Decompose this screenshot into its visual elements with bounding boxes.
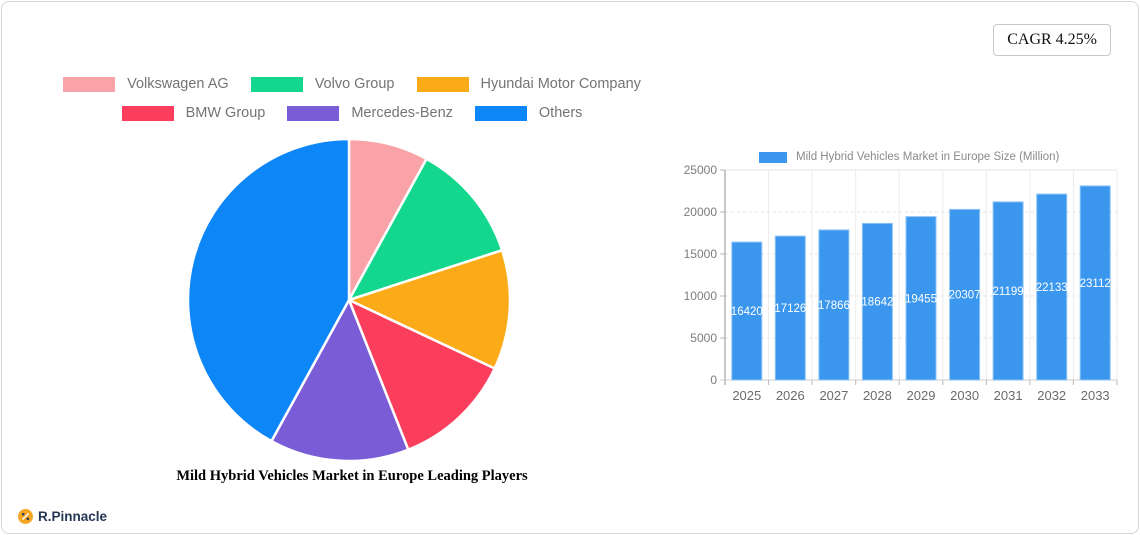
pie-slice-volvo-group xyxy=(347,157,504,302)
bar-value-label-2029: 19455 xyxy=(905,293,937,305)
bar-2026 xyxy=(774,235,806,381)
legend-label-bmw-group: BMW Group xyxy=(185,105,266,121)
xtick-label-2027: 2027 xyxy=(819,388,848,403)
ytick-label-25000: 25000 xyxy=(684,163,718,177)
brand-logo-icon xyxy=(18,509,33,524)
bar-value-label-2026: 17126 xyxy=(774,303,806,315)
pie-chart-title: Mild Hybrid Vehicles Market in Europe Le… xyxy=(176,468,528,484)
bar-2031 xyxy=(992,201,1024,381)
brand-logo: R.Pinnacle xyxy=(18,509,107,524)
bar-legend-swatch xyxy=(759,151,787,163)
ytick-label-15000: 15000 xyxy=(684,247,718,261)
pie-legend-row-1: Volkswagen AG Volvo Group Hyundai Motor … xyxy=(63,76,641,92)
pie-slice-others xyxy=(186,137,351,443)
legend-swatch-volkswagen-ag xyxy=(63,76,116,92)
legend-item-others[interactable]: Others xyxy=(474,105,583,121)
bar-value-label-2025: 16420 xyxy=(731,306,763,318)
pie-chart xyxy=(186,137,512,463)
ytick-label-20000: 20000 xyxy=(684,205,718,219)
legend-swatch-mercedes-benz xyxy=(287,105,340,121)
bar-2027 xyxy=(818,229,850,381)
bar-value-label-2030: 20307 xyxy=(949,290,981,302)
legend-label-mercedes-benz: Mercedes-Benz xyxy=(351,105,453,121)
bar-2033 xyxy=(1079,185,1111,381)
pie-slice-mercedes-benz xyxy=(270,298,410,463)
xtick-label-2031: 2031 xyxy=(994,388,1023,403)
bar-value-label-2031: 21199 xyxy=(993,286,1024,298)
bar-value-label-2027: 17866 xyxy=(818,300,850,312)
legend-label-hyundai-motor-company: Hyundai Motor Company xyxy=(480,76,641,92)
bar-2030 xyxy=(949,208,981,381)
legend-swatch-volvo-group xyxy=(250,76,303,92)
bar-2028 xyxy=(861,222,893,381)
legend-item-bmw-group[interactable]: BMW Group xyxy=(121,105,266,121)
ytick-label-5000: 5000 xyxy=(690,331,717,345)
pie-slice-bmw-group xyxy=(347,298,496,451)
pie-legend-row-2: BMW Group Mercedes-Benz Others xyxy=(121,105,583,121)
bar-value-label-2033: 23112 xyxy=(1080,278,1111,290)
legend-item-volkswagen-ag[interactable]: Volkswagen AG xyxy=(63,76,229,92)
legend-swatch-bmw-group xyxy=(121,105,174,121)
cagr-badge: CAGR 4.25% xyxy=(993,24,1111,56)
bar-2025 xyxy=(731,241,763,381)
xtick-label-2025: 2025 xyxy=(732,388,761,403)
bar-chart-section: 0 5000 10000 15000 20000 25000 16420 2025 17126 2… xyxy=(682,142,1138,422)
legend-item-hyundai-motor-company[interactable]: Hyundai Motor Company xyxy=(416,76,641,92)
legend-swatch-hyundai-motor-company xyxy=(416,76,469,92)
bar-chart: 0 5000 10000 15000 20000 25000 16420 2025 17126 2… xyxy=(684,163,1118,403)
pie-slice-hyundai-motor-company xyxy=(347,249,512,370)
xtick-label-2029: 2029 xyxy=(907,388,936,403)
xtick-label-2030: 2030 xyxy=(950,388,979,403)
xtick-label-2032: 2032 xyxy=(1037,388,1066,403)
xtick-label-2026: 2026 xyxy=(776,388,805,403)
legend-label-volkswagen-ag: Volkswagen AG xyxy=(127,76,229,92)
bar-legend-label: Mild Hybrid Vehicles Market in Europe Si… xyxy=(796,151,1060,163)
brand-name: R.Pinnacle xyxy=(38,509,108,524)
xtick-label-2028: 2028 xyxy=(863,388,892,403)
bar-2032 xyxy=(1036,193,1068,381)
legend-label-others: Others xyxy=(538,105,583,121)
ytick-label-10000: 10000 xyxy=(684,289,718,303)
ytick-label-0: 0 xyxy=(710,373,717,387)
bar-legend[interactable]: Mild Hybrid Vehicles Market in Europe Si… xyxy=(759,151,1059,163)
pie-legend: Volkswagen AG Volvo Group Hyundai Motor … xyxy=(2,76,702,121)
xtick-label-2033: 2033 xyxy=(1081,388,1110,403)
legend-label-volvo-group: Volvo Group xyxy=(314,76,395,92)
legend-item-mercedes-benz[interactable]: Mercedes-Benz xyxy=(287,105,453,121)
bar-value-label-2028: 18642 xyxy=(861,297,893,309)
legend-item-volvo-group[interactable]: Volvo Group xyxy=(250,76,395,92)
bar-value-label-2032: 22133 xyxy=(1036,282,1068,294)
bar-2029 xyxy=(905,216,937,381)
legend-swatch-others xyxy=(474,105,527,121)
